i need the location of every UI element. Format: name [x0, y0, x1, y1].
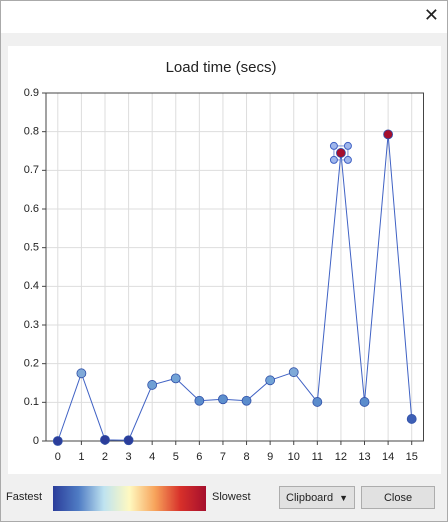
point [383, 129, 394, 140]
color-scale [53, 486, 206, 511]
close-icon[interactable]: ✕ [423, 5, 439, 25]
x-tick-label: 13 [358, 451, 370, 463]
x-tick-label: 2 [102, 451, 108, 463]
y-tick-label: 0.7 [24, 164, 39, 176]
x-tick-label: 11 [312, 451, 323, 463]
dropdown-arrow: ▼ [339, 493, 348, 503]
x-tick-label: 6 [196, 451, 202, 463]
plot-border [45, 92, 424, 442]
chart: Load time (secs) 0 0.1 0.2 0.3 0.4 0.5 0.6 0.7 0… [24, 59, 424, 463]
x-tick-label: 12 [335, 451, 347, 463]
y-tick-label: 0.1 [24, 396, 39, 408]
x-tick-label: 1 [78, 451, 84, 463]
point [359, 397, 370, 407]
point [147, 380, 158, 390]
point [194, 395, 205, 406]
chart-title: Load time (secs) [166, 59, 277, 76]
point [241, 395, 252, 406]
selection-box [333, 145, 349, 161]
clipboard-dropdown[interactable]: Clipboard ▼ [279, 486, 355, 509]
point [100, 434, 110, 445]
selection-handle [329, 155, 338, 164]
point [265, 375, 276, 386]
x-tick-label: 3 [126, 451, 132, 463]
selection-handle [343, 155, 352, 164]
y-tick-label: 0.8 [24, 126, 39, 138]
point [170, 373, 181, 384]
point [336, 148, 346, 158]
y-tick-label: 0.4 [24, 280, 39, 292]
dropdown-text: Clipboard [286, 492, 334, 504]
y-tick-label: 0.3 [24, 319, 39, 331]
point [218, 394, 228, 405]
point [312, 397, 323, 407]
x-tick-label: 8 [243, 451, 249, 463]
y-tick-label: 0.9 [24, 87, 39, 99]
point [288, 367, 299, 378]
x-tick-label: 9 [267, 451, 273, 463]
y-tick-label: 0.6 [24, 203, 39, 215]
x-tick-label: 15 [406, 451, 418, 463]
button-text: Close [383, 492, 413, 504]
title-bar: ✕ [1, 1, 447, 33]
selection-handle [343, 141, 352, 150]
point [76, 368, 87, 379]
point [406, 414, 417, 424]
selection-handle [329, 141, 338, 150]
point [52, 436, 63, 446]
x-tick-label: 10 [288, 451, 300, 463]
line [57, 134, 413, 442]
x-tick-label: 4 [149, 451, 155, 463]
x-tick-label: 14 [382, 451, 394, 463]
close-button[interactable]: Close [361, 486, 435, 509]
point [123, 435, 134, 446]
scale-high-label: Slowest [212, 491, 251, 503]
y-tick-label: 0.5 [24, 242, 39, 254]
chart-panel: Load time (secs) 0 0.1 0.2 0.3 0.4 0.5 0.6 0.7 0… [8, 46, 441, 474]
x-tick-label: 0 [55, 451, 61, 463]
x-tick-label: 5 [173, 451, 179, 463]
scale-low-label: Fastest [6, 491, 43, 503]
y-tick-label: 0 [33, 435, 39, 447]
y-tick-label: 0.2 [24, 358, 39, 370]
x-tick-label: 7 [220, 451, 226, 463]
